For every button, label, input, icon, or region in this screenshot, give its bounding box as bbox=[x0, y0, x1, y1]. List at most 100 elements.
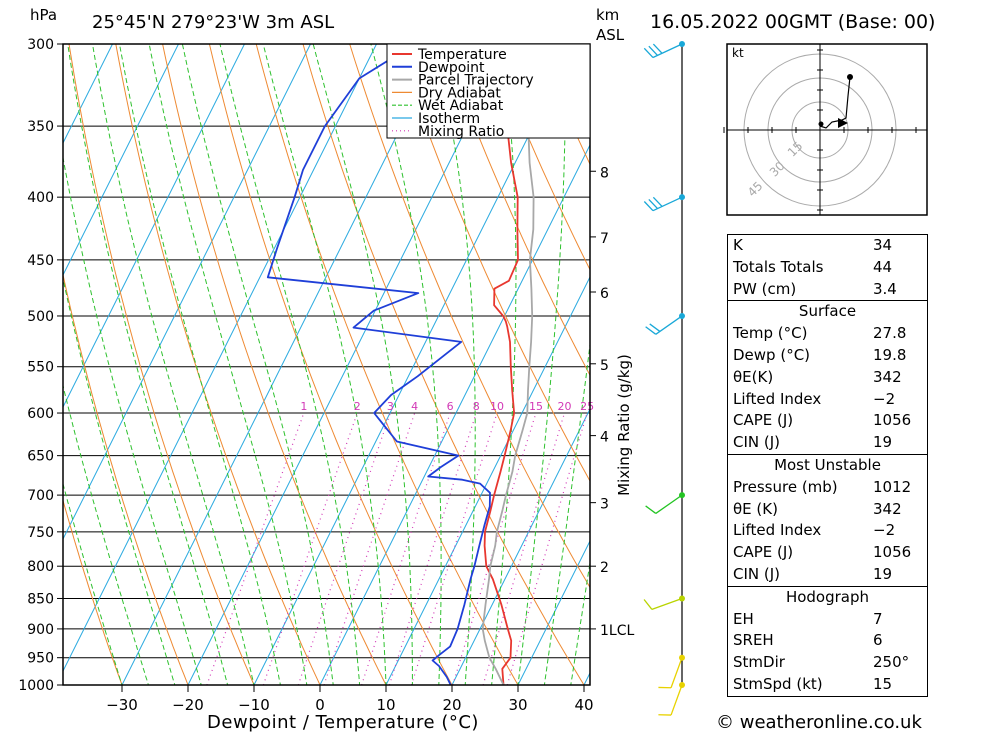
x-tick-label: −30 bbox=[106, 696, 138, 714]
mixing-ratio-label: 20 bbox=[558, 400, 572, 413]
altitude-tick-label: 3 bbox=[600, 497, 609, 513]
pressure-tick-label: 300 bbox=[27, 37, 54, 53]
wind-profile bbox=[644, 41, 685, 715]
stat-label: CAPE (J) bbox=[733, 410, 873, 432]
stat-label: StmSpd (kt) bbox=[733, 674, 873, 696]
dry-adiabat-line bbox=[981, 7, 1000, 711]
dry-adiabat-line bbox=[935, 7, 1000, 711]
surface-title: Surface bbox=[728, 301, 927, 323]
stat-label: EH bbox=[733, 609, 873, 631]
wet-adiabat-line bbox=[39, 7, 208, 711]
dry-adiabat-line bbox=[155, 7, 399, 711]
mixing-ratio-label: 6 bbox=[447, 400, 454, 413]
pressure-tick-label: 900 bbox=[27, 622, 54, 638]
surface-row: Lifted Index−2 bbox=[728, 389, 927, 411]
mixing-ratio-label: 1 bbox=[300, 400, 307, 413]
stat-label: Dewp (°C) bbox=[733, 345, 873, 367]
surface-row: CIN (J)19 bbox=[728, 432, 927, 454]
x-tick-label: 30 bbox=[508, 696, 527, 714]
indices-row: PW (cm)3.4 bbox=[728, 279, 927, 301]
most_unstable-row: CIN (J)19 bbox=[728, 564, 927, 586]
legend-label: Mixing Ratio bbox=[418, 124, 504, 140]
most_unstable-row: CAPE (J)1056 bbox=[728, 542, 927, 564]
hodograph-storm-point bbox=[819, 122, 824, 127]
copyright-footer: © weatheronline.co.uk bbox=[716, 712, 922, 733]
mixing-ratio-label: 2 bbox=[354, 400, 361, 413]
asl-unit-label: ASL bbox=[596, 26, 625, 44]
surface-row: Temp (°C)27.8 bbox=[728, 323, 927, 345]
mixing-ratio-line bbox=[389, 413, 476, 685]
hodograph-row: StmSpd (kt)15 bbox=[728, 674, 927, 696]
mixing-ratio-line bbox=[507, 413, 587, 685]
stat-value: −2 bbox=[873, 520, 895, 542]
mixing-ratio-label: 10 bbox=[490, 400, 504, 413]
wind-barb-staff bbox=[671, 685, 682, 715]
stat-value: 19.8 bbox=[873, 345, 906, 367]
pressure-tick-label: 400 bbox=[27, 190, 54, 206]
wind-barb-flag bbox=[646, 506, 656, 514]
wet-adiabat-line bbox=[62, 7, 234, 711]
sounding-profiles bbox=[268, 44, 534, 685]
pressure-axis: 3003504004505005506006507007508008509009… bbox=[18, 37, 63, 694]
stat-value: 34 bbox=[873, 235, 892, 257]
stat-value: −2 bbox=[873, 389, 895, 411]
wet-adiabat-line bbox=[254, 7, 387, 711]
mixing-ratio-label: 25 bbox=[580, 400, 594, 413]
stat-label: SREH bbox=[733, 630, 873, 652]
x-axis-label: Dewpoint / Temperature (°C) bbox=[207, 712, 479, 733]
stat-value: 3.4 bbox=[873, 279, 897, 301]
stat-value: 19 bbox=[873, 564, 892, 586]
most_unstable-row: Lifted Index−2 bbox=[728, 520, 927, 542]
stat-label: PW (cm) bbox=[733, 279, 873, 301]
stat-value: 7 bbox=[873, 609, 883, 631]
stat-label: Lifted Index bbox=[733, 389, 873, 411]
wind-barb-staff bbox=[656, 495, 682, 513]
pressure-tick-label: 550 bbox=[27, 360, 54, 376]
x-tick-label: 40 bbox=[574, 696, 593, 714]
stat-value: 1056 bbox=[873, 410, 911, 432]
stat-value: 6 bbox=[873, 630, 883, 652]
most_unstable-row: θE (K)342 bbox=[728, 499, 927, 521]
altitude-tick-label: 5 bbox=[600, 358, 609, 374]
mixing-ratio-label: 4 bbox=[411, 400, 418, 413]
km-unit-label: km bbox=[596, 6, 619, 24]
pressure-tick-label: 500 bbox=[27, 309, 54, 325]
wet-adiabat-line bbox=[0, 7, 130, 711]
pressure-tick-label: 950 bbox=[27, 651, 54, 667]
altitude-tick-label: 1LCL bbox=[600, 623, 634, 639]
stat-label: θE (K) bbox=[733, 499, 873, 521]
pressure-tick-label: 600 bbox=[27, 406, 54, 422]
pressure-tick-label: 800 bbox=[27, 559, 54, 575]
altitude-tick-label: 2 bbox=[600, 560, 609, 576]
stat-label: StmDir bbox=[733, 652, 873, 674]
dry-adiabat-line bbox=[63, 7, 265, 711]
stat-value: 27.8 bbox=[873, 323, 906, 345]
surface-row: CAPE (J)1056 bbox=[728, 410, 927, 432]
stat-value: 342 bbox=[873, 367, 902, 389]
altitude-tick-label: 8 bbox=[600, 165, 609, 181]
wet-adiabat-line bbox=[87, 7, 260, 711]
stat-value: 44 bbox=[873, 257, 892, 279]
pressure-tick-label: 700 bbox=[27, 488, 54, 504]
mixing-ratio-axis-label: Mixing Ratio (g/kg) bbox=[615, 354, 633, 496]
stat-value: 342 bbox=[873, 499, 902, 521]
wet-adiabat-line bbox=[113, 7, 285, 711]
temperature-line bbox=[485, 44, 518, 685]
location-title: 25°45'N 279°23'W 3m ASL bbox=[92, 12, 334, 33]
most_unstable-title: Most Unstable bbox=[728, 455, 927, 477]
dewpoint-line bbox=[268, 44, 490, 685]
pressure-tick-label: 1000 bbox=[18, 678, 54, 694]
stat-label: Totals Totals bbox=[733, 257, 873, 279]
surface-row: θE(K)342 bbox=[728, 367, 927, 389]
most_unstable-row: Pressure (mb)1012 bbox=[728, 477, 927, 499]
hodograph-unit: kt bbox=[732, 46, 744, 60]
